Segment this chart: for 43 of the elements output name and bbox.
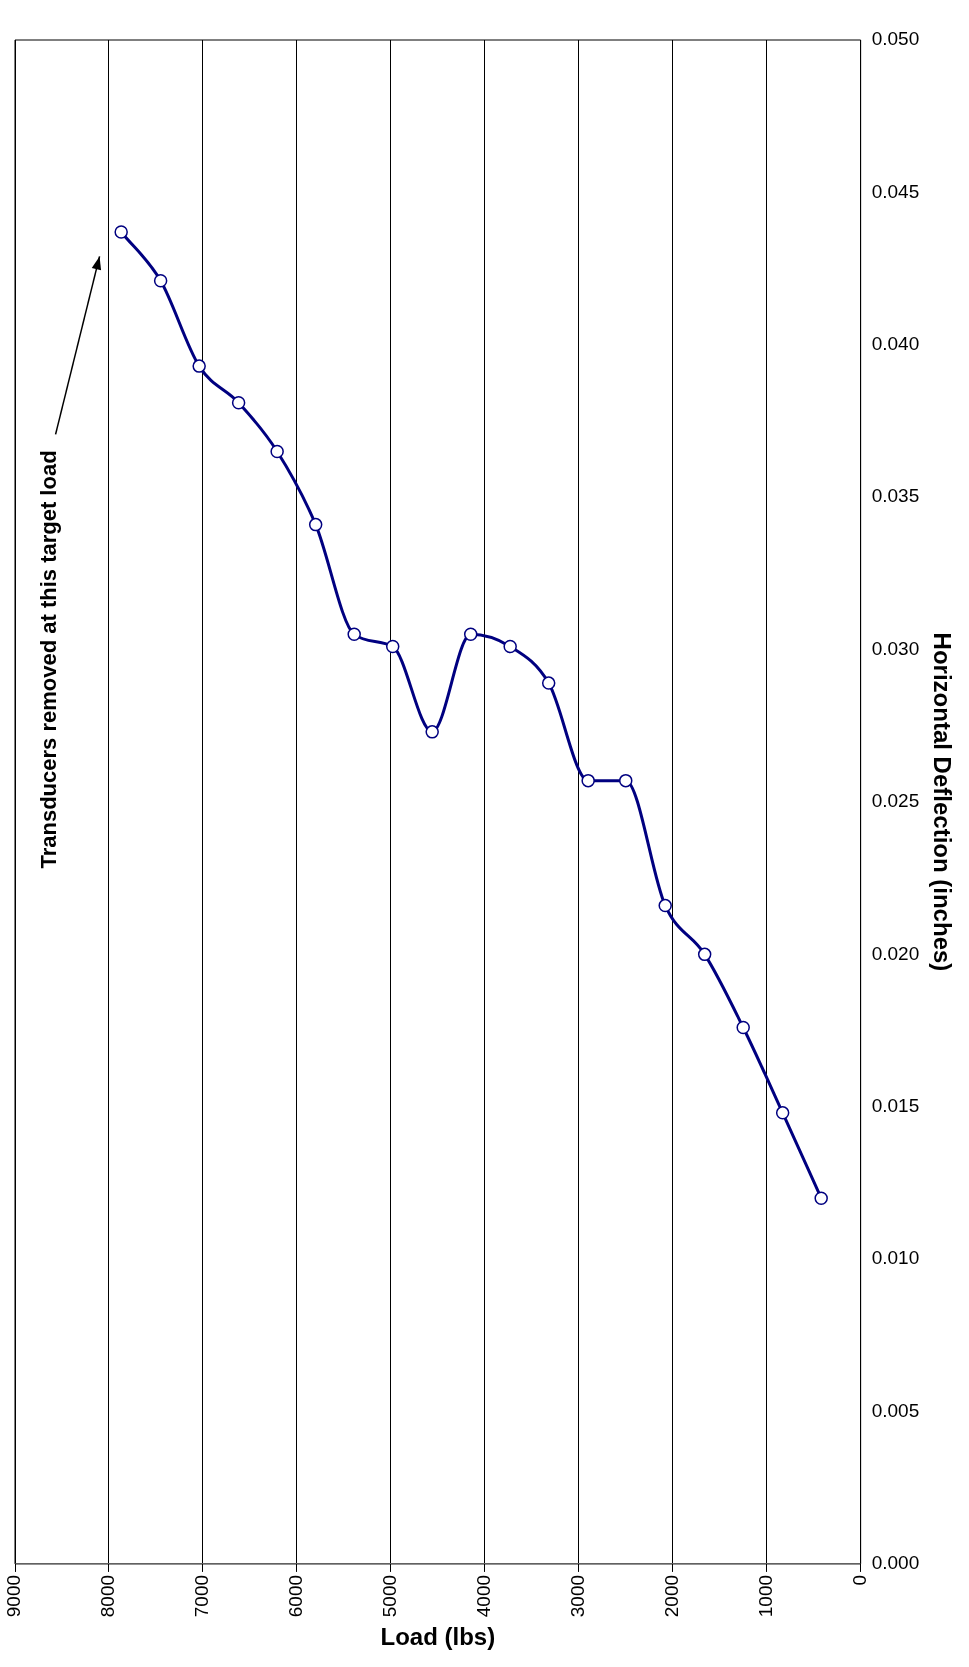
point bbox=[775, 1106, 790, 1120]
x-tick-label: 1000 bbox=[754, 1574, 776, 1618]
point bbox=[619, 773, 633, 788]
y-axis-title: Horizontal Deflection (inches) bbox=[928, 632, 956, 972]
y-tick-label: 0.020 bbox=[871, 942, 920, 964]
point bbox=[347, 627, 361, 642]
point bbox=[581, 773, 595, 788]
x-tick-label: 5000 bbox=[379, 1574, 401, 1618]
point bbox=[503, 639, 517, 654]
x-tick-label: 4000 bbox=[473, 1574, 495, 1618]
point bbox=[697, 947, 712, 962]
point bbox=[736, 1020, 750, 1035]
x-tick-label: 3000 bbox=[567, 1574, 588, 1618]
point bbox=[114, 225, 128, 239]
y-tick-label: 0.000 bbox=[871, 1552, 920, 1574]
x-axis-title: Load (lbs) bbox=[380, 1623, 496, 1651]
point bbox=[814, 1191, 828, 1205]
y-tick-label: 0.025 bbox=[871, 790, 920, 812]
y-tick-label: 0.010 bbox=[871, 1247, 920, 1269]
y-tick-label: 0.050 bbox=[871, 28, 920, 50]
x-tick-label: 0 bbox=[848, 1574, 870, 1586]
y-tick-label: 0.030 bbox=[871, 637, 920, 659]
y-tick-label: 0.005 bbox=[871, 1399, 920, 1421]
point bbox=[192, 359, 206, 373]
point bbox=[463, 627, 478, 642]
x-tick-label: 7000 bbox=[191, 1574, 213, 1618]
point bbox=[425, 725, 439, 739]
y-tick-label: 0.035 bbox=[871, 485, 920, 507]
y-tick-label: 0.015 bbox=[871, 1094, 920, 1116]
point bbox=[385, 639, 400, 654]
x-tick-label: 6000 bbox=[285, 1574, 307, 1618]
x-tick-label: 2000 bbox=[660, 1574, 682, 1618]
x-tick-label: 8000 bbox=[97, 1574, 119, 1618]
annotation: Transducers removed at this target load bbox=[35, 450, 61, 869]
point bbox=[658, 898, 672, 913]
x-tick-label: 9000 bbox=[3, 1574, 25, 1618]
point bbox=[308, 517, 323, 532]
point bbox=[231, 395, 246, 410]
point bbox=[270, 444, 284, 459]
point bbox=[153, 274, 168, 288]
y-tick-label: 0.045 bbox=[871, 180, 920, 202]
point bbox=[541, 676, 556, 690]
y-tick-label: 0.040 bbox=[871, 333, 920, 355]
